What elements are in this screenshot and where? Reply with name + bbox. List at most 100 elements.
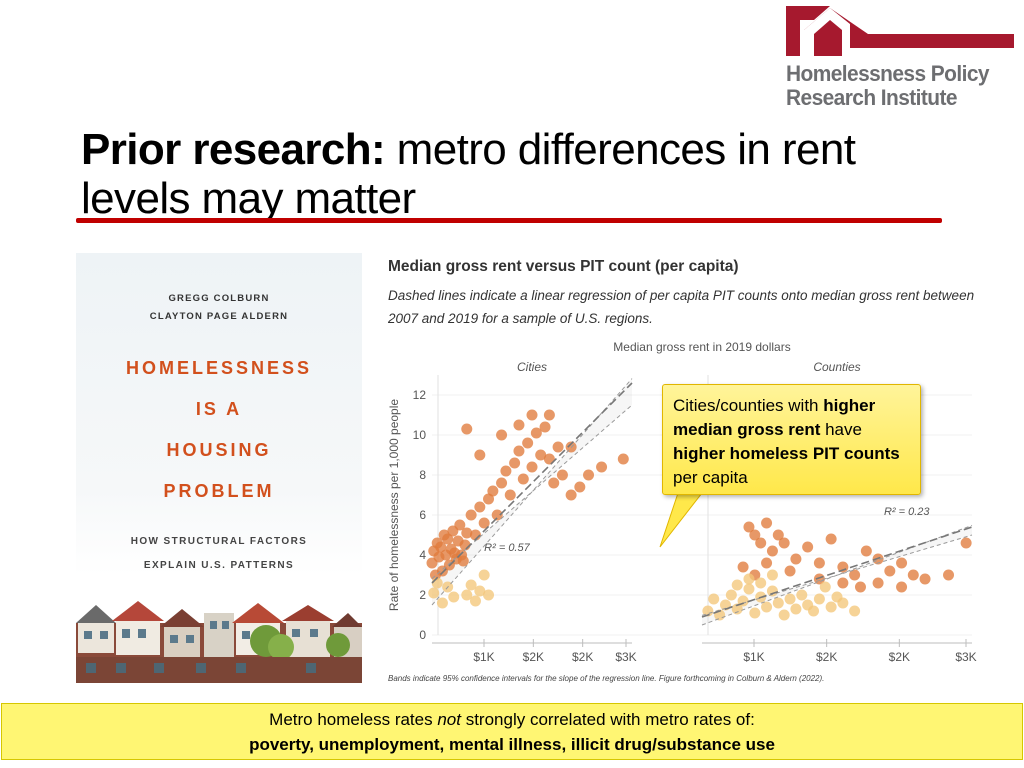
- data-point: [513, 419, 525, 431]
- data-point: [896, 581, 908, 593]
- y-tick-label: 4: [419, 548, 426, 562]
- data-point: [749, 529, 761, 541]
- data-point: [483, 589, 495, 601]
- data-point: [465, 579, 477, 591]
- data-point: [442, 533, 454, 545]
- data-point: [772, 597, 784, 609]
- x-tick-label: $1K: [743, 650, 764, 664]
- data-point: [778, 609, 790, 621]
- data-point: [509, 457, 521, 469]
- data-point: [772, 529, 784, 541]
- y-tick-label: 2: [419, 588, 426, 602]
- data-point: [808, 605, 820, 617]
- hpri-logo: Homelessness Policy Research Institute: [770, 0, 1024, 115]
- data-point: [530, 427, 542, 439]
- data-point: [457, 555, 469, 567]
- data-point: [825, 533, 837, 545]
- y-tick-label: 8: [419, 468, 426, 482]
- slide-title-bold: Prior research:: [81, 125, 386, 174]
- data-point: [749, 607, 761, 619]
- data-point: [849, 605, 861, 617]
- data-point: [755, 577, 767, 589]
- book-cover: GREGG COLBURN CLAYTON PAGE ALDERN HOMELE…: [76, 253, 362, 683]
- chart-footnote: Bands indicate 95% confidence intervals …: [388, 674, 825, 683]
- data-point: [896, 557, 908, 569]
- data-point: [778, 537, 790, 549]
- x-tick-label: $2K: [816, 650, 837, 664]
- data-point: [596, 461, 608, 473]
- data-point: [960, 537, 972, 549]
- callout-pointer: [659, 493, 703, 548]
- data-point: [872, 577, 884, 589]
- data-point: [784, 593, 796, 605]
- slide-title: Prior research: metro differences in ren…: [81, 125, 941, 223]
- data-point: [526, 461, 538, 473]
- data-point: [860, 545, 872, 557]
- data-point: [919, 573, 931, 585]
- y-tick-label: 6: [419, 508, 426, 522]
- data-point: [731, 603, 743, 615]
- callout-emphasis-2: higher homeless PIT counts: [673, 444, 900, 463]
- panel-title: Cities: [517, 360, 547, 374]
- data-point: [725, 589, 737, 601]
- callout-text-2: have: [820, 420, 862, 439]
- scatter-chart: Median gross rent in 2019 dollars Rate of…: [387, 340, 977, 664]
- data-point: [766, 569, 778, 581]
- data-point: [491, 509, 503, 521]
- data-point: [526, 409, 538, 421]
- y-axis-label: Rate of homelessness per 1,000 people: [387, 399, 401, 611]
- chart-title: Median gross rent versus PIT count (per …: [388, 258, 739, 275]
- data-point: [454, 519, 466, 531]
- data-point: [461, 423, 473, 435]
- footer-line1-em: not: [437, 710, 461, 729]
- data-point: [487, 485, 499, 497]
- footer-line1-pre: Metro homeless rates: [269, 710, 438, 729]
- logo-text-line1: Homelessness Policy: [786, 61, 989, 86]
- x-tick-label: $1K: [473, 650, 494, 664]
- slide-title-rest: metro differences in rent levels may mat…: [81, 125, 856, 223]
- data-point: [496, 477, 508, 489]
- x-tick-label: $3K: [955, 650, 976, 664]
- data-point: [790, 553, 802, 565]
- book-subtitle-line-1: HOW STRUCTURAL FACTORS: [130, 536, 308, 547]
- data-point: [474, 449, 486, 461]
- book-author-1: GREGG COLBURN: [168, 293, 270, 304]
- data-point: [539, 421, 551, 433]
- data-point: [907, 569, 919, 581]
- data-point: [436, 597, 448, 609]
- data-point: [565, 489, 577, 501]
- footer-line1-post: strongly correlated with metro rates of:: [460, 710, 755, 729]
- data-point: [500, 465, 512, 477]
- data-point: [496, 429, 508, 441]
- data-point: [583, 469, 595, 481]
- footer-line-1: Metro homeless rates not strongly correl…: [2, 707, 1022, 732]
- data-point: [766, 545, 778, 557]
- data-point: [819, 581, 831, 593]
- y-tick-label: 0: [419, 628, 426, 642]
- footer-banner: Metro homeless rates not strongly correl…: [1, 703, 1023, 760]
- data-point: [761, 517, 773, 529]
- data-point: [731, 579, 743, 591]
- data-point: [535, 449, 547, 461]
- book-subtitle-line-2: EXPLAIN U.S. PATTERNS: [143, 560, 295, 571]
- book-title-line-2: IS A: [195, 399, 243, 419]
- book-houses-illustration: [76, 601, 362, 683]
- data-point: [461, 589, 473, 601]
- data-point: [743, 583, 755, 595]
- data-point: [790, 603, 802, 615]
- data-point: [802, 541, 814, 553]
- x-tick-label: $2K: [572, 650, 593, 664]
- data-point: [474, 585, 486, 597]
- data-point: [825, 601, 837, 613]
- x-tick-label: $2K: [523, 650, 544, 664]
- data-point: [761, 601, 773, 613]
- book-title-line-4: PROBLEM: [163, 481, 275, 501]
- panel-title: Counties: [813, 360, 860, 374]
- y-tick-label: 10: [413, 428, 427, 442]
- logo-roof-mark: [786, 6, 1014, 56]
- data-point: [428, 587, 440, 599]
- logo-text-line2: Research Institute: [786, 85, 958, 110]
- data-point: [837, 577, 849, 589]
- data-point: [837, 597, 849, 609]
- data-point: [478, 517, 490, 529]
